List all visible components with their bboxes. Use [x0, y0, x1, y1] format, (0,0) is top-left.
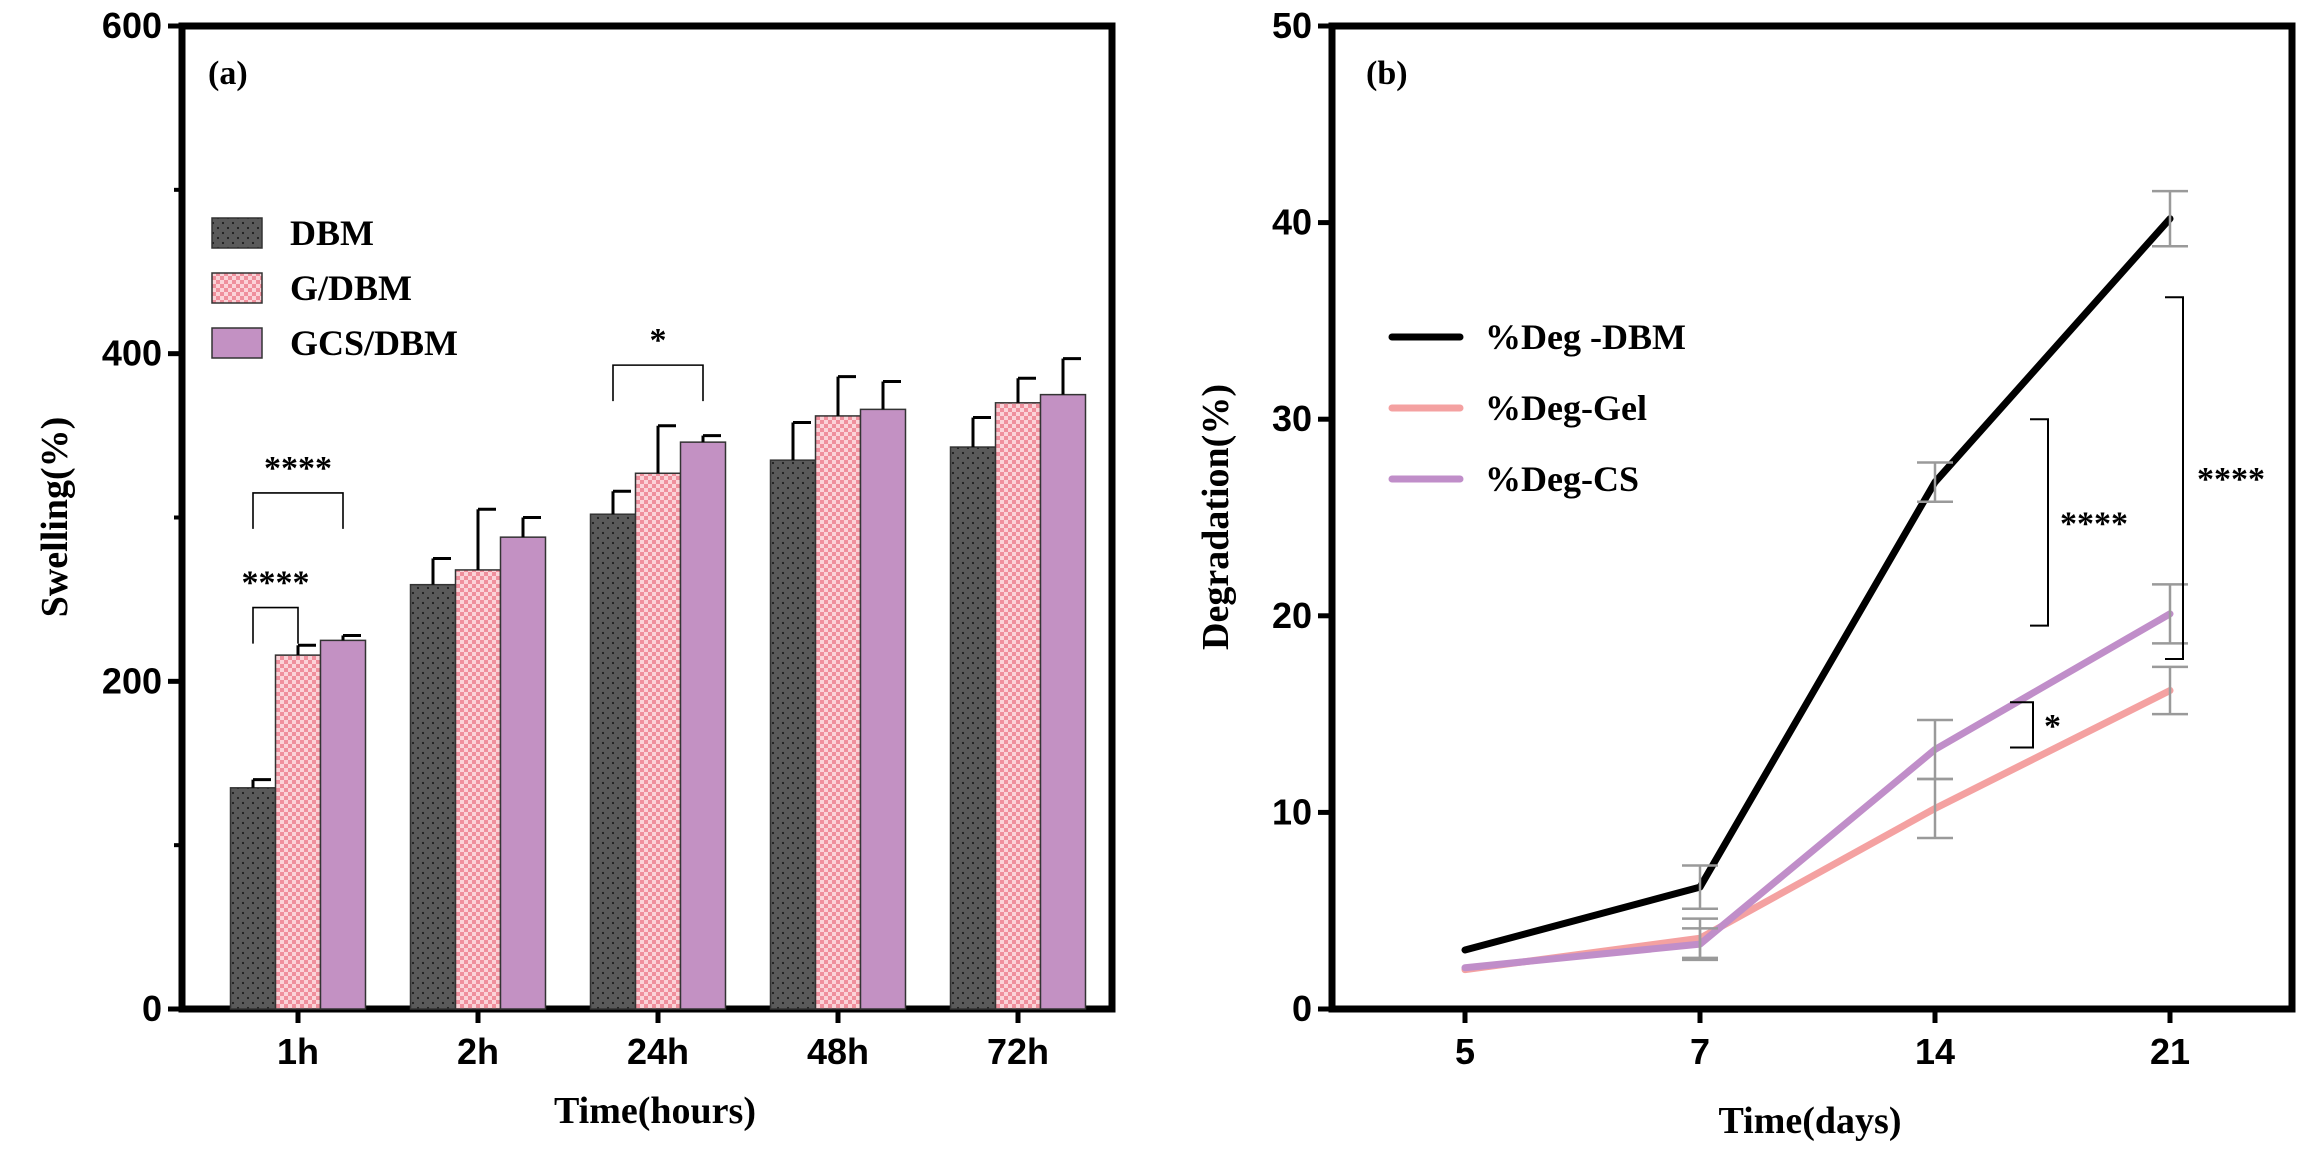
panel-b-significance-label: *	[2044, 708, 2061, 745]
panel-a-bar	[994, 402, 1042, 1010]
panel-a-bar	[679, 441, 727, 1010]
panel-a-y-tick-label: 0	[142, 988, 162, 1029]
panel-b-legend-entry: %Deg-Gel	[1485, 388, 1647, 428]
panel-a-x-tick-label: 72h	[987, 1031, 1049, 1072]
panel-b-significance-bracket	[2030, 418, 2049, 627]
panel-a-bar	[409, 583, 457, 1010]
panel-a-y-tick-label: 200	[102, 660, 162, 701]
panel-a-significance-bracket	[612, 364, 704, 402]
panel-a-significance-label: *	[650, 322, 667, 359]
panel-a-significance-label: ****	[242, 565, 310, 602]
panel-a-significance-label: ****	[264, 450, 332, 487]
panel-b-significance-bracket	[2165, 296, 2184, 661]
panel-a-x-tick-label: 24h	[627, 1031, 689, 1072]
panel-a-bar	[769, 459, 817, 1010]
panel-a-bar	[859, 408, 907, 1010]
panel-b-legend-entry: %Deg -DBM	[1485, 317, 1686, 357]
panel-a-legend-swatch	[211, 272, 263, 304]
panel-b-series-line	[1461, 610, 2174, 972]
panel-b-y-tick-label: 20	[1272, 595, 1312, 636]
panel-b-label: (b)	[1366, 55, 1408, 92]
panel-a-legend-entry: GCS/DBM	[290, 323, 458, 363]
panel-a-significance-bracket	[252, 606, 299, 644]
panel-b-significance-bracket	[2010, 701, 2034, 749]
panel-b-x-tick-label: 14	[1915, 1031, 1955, 1072]
panel-b-plot-frame	[1328, 22, 2296, 1013]
panel-b-x-tick-label: 5	[1455, 1031, 1475, 1072]
panel-a-x-axis-title: Time(hours)	[554, 1090, 756, 1132]
panel-a-x-tick-label: 48h	[807, 1031, 869, 1072]
panel-a-bar	[1039, 393, 1087, 1010]
panel-a-x-tick-label: 2h	[457, 1031, 499, 1072]
panel-a-significance-bracket	[252, 492, 344, 529]
panel-a-legend-entry: DBM	[290, 213, 374, 253]
panel-b-y-tick-label: 40	[1272, 202, 1312, 243]
panel-a-bar	[814, 415, 862, 1010]
panel-a-legend-swatch	[211, 217, 263, 249]
panel-b-y-tick-label: 10	[1272, 791, 1312, 832]
panel-b-y-tick-label: 50	[1272, 5, 1312, 46]
panel-a-bar	[589, 513, 637, 1010]
panel-b-significance-label: ****	[2197, 461, 2265, 498]
panel-b-legend-entry: %Deg-CS	[1485, 459, 1639, 499]
panel-a-bar	[949, 446, 997, 1010]
panel-a-y-tick-label: 600	[102, 5, 162, 46]
panel-b-x-tick-label: 7	[1690, 1031, 1710, 1072]
panel-a-bar	[319, 639, 367, 1010]
panel-a-bar	[634, 472, 682, 1010]
panel-b-y-tick-label: 0	[1292, 988, 1312, 1029]
panel-a-legend-entry: G/DBM	[290, 268, 412, 308]
panel-b-x-axis-title: Time(days)	[1719, 1100, 1902, 1142]
panel-b-y-tick-label: 30	[1272, 398, 1312, 439]
panel-b-x-tick-label: 21	[2150, 1031, 2190, 1072]
panel-a-bar	[454, 569, 502, 1010]
panel-b-series-line	[1461, 215, 2174, 954]
panel-a-bar	[274, 654, 322, 1010]
panel-a-label: (a)	[208, 55, 248, 92]
panel-b-series-line	[1461, 687, 2174, 974]
panel-a-y-tick-label: 400	[102, 333, 162, 374]
panel-b-y-axis-title: Degradation(%)	[1195, 384, 1237, 650]
panel-a-bar	[229, 787, 277, 1010]
panel-b-significance-label: ****	[2060, 505, 2128, 542]
panel-a-x-tick-label: 1h	[277, 1031, 319, 1072]
panel-a-legend-swatch	[211, 327, 263, 359]
panel-a-y-axis-title: Swelling(%)	[34, 417, 76, 618]
panel-a-bar	[499, 536, 547, 1010]
